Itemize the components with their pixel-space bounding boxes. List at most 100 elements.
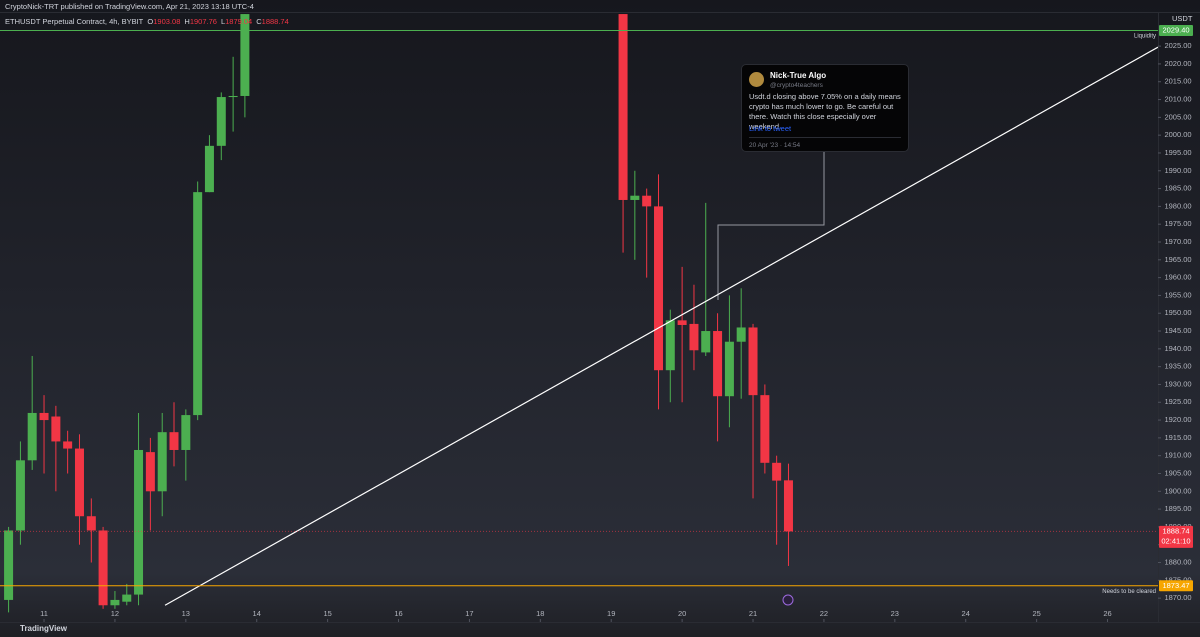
ohlc-value: 1907.76 [189,17,217,26]
event-icon [782,594,794,606]
candle-body [240,14,250,96]
x-tick-label: 19 [607,609,615,618]
candle-body [618,14,628,200]
y-tick-label: 1940.00 [1164,344,1191,353]
candle-body [193,192,203,416]
candle-body [677,320,687,325]
x-tick-label: 13 [182,609,190,618]
y-tick-label: 1900.00 [1164,486,1191,495]
x-tick-label: 23 [891,609,899,618]
y-tick-label: 1880.00 [1164,558,1191,567]
candle-body [665,320,675,371]
y-tick-label: 2005.00 [1164,112,1191,121]
tweet-link[interactable]: Link to tweet [749,124,792,133]
candle-body [783,480,793,532]
candle-body [630,195,640,200]
price-label: 2029.40 [1162,25,1189,34]
y-tick-label: 2010.00 [1164,95,1191,104]
y-tick-label: 2025.00 [1164,41,1191,50]
symbol: ETHUSDT Perpetual Contract, 4h, BYBIT [5,17,144,26]
y-tick-label: 1995.00 [1164,148,1191,157]
candle-body [689,323,699,351]
level-note: Liquidity [1134,34,1156,40]
publisher-line: CryptoNick-TRT published on TradingView.… [5,2,254,11]
ohlc-key: L [220,17,226,26]
candle-body [736,327,746,342]
x-tick-label: 21 [749,609,757,618]
candle-body [654,206,664,371]
ohlc-value: 1903.08 [153,17,181,26]
candle-body [51,416,61,442]
candle-body [39,412,49,421]
y-tick-label: 1980.00 [1164,201,1191,210]
y-tick-label: 1985.00 [1164,184,1191,193]
candle-body [86,516,96,531]
brand[interactable]: TradingView [20,624,67,633]
candle-body [15,460,25,531]
y-tick-label: 1935.00 [1164,362,1191,371]
candle-body [169,432,179,450]
y-tick-label: 1920.00 [1164,415,1191,424]
y-tick-label: 1910.00 [1164,451,1191,460]
tweet-handle: @crypto4teachers [770,82,823,89]
countdown: 02:41:10 [1161,536,1190,545]
candle-body [145,452,155,492]
ohlc-value: 1879.04 [225,17,253,26]
candle-body [98,530,108,606]
price-label: 1888.74 [1162,526,1189,535]
price-label-box [1159,525,1193,548]
tweet-date: 20 Apr '23 · 14:54 [749,142,801,149]
plot-area [4,14,1158,613]
candle-body [122,594,132,602]
tweet-text: Usdt.d closing above 7.05% on a daily me… [749,92,901,131]
ohlc-key: H [184,17,190,26]
x-tick-label: 16 [394,609,402,618]
ohlc-value: 1888.74 [261,17,289,26]
candle-body [760,395,770,463]
price-label-box [1159,580,1193,592]
y-tick-label: 1960.00 [1164,273,1191,282]
x-tick-label: 22 [820,609,828,618]
price-label: 1873.47 [1162,581,1189,590]
y-tick-label: 1925.00 [1164,397,1191,406]
x-tick-label: 18 [536,609,544,618]
y-tick-label: 1945.00 [1164,326,1191,335]
y-tick-label: 1965.00 [1164,255,1191,264]
candle-body [713,331,723,397]
tweet-name: Nick-True Algo [770,71,827,80]
x-tick-label: 26 [1103,609,1111,618]
x-tick-label: 17 [465,609,473,618]
candle-body [772,462,782,481]
candle-body [181,415,191,450]
candle-body [4,530,14,600]
y-tick-label: 2020.00 [1164,59,1191,68]
x-tick-label: 12 [111,609,119,618]
y-tick-label: 1905.00 [1164,468,1191,477]
y-tick-label: 1915.00 [1164,433,1191,442]
y-axis-title: USDT [1172,14,1193,23]
ohlc-key: O [147,17,154,26]
symbol-line: ETHUSDT Perpetual Contract, 4h, BYBIT O1… [5,17,293,26]
candle-body [134,449,144,595]
x-tick-label: 14 [253,609,261,618]
x-tick-label: 11 [40,609,48,618]
candle-body [228,95,238,98]
ohlc: O1903.08 H1907.76 L1879.04 C1888.74 [147,17,292,26]
candle-body [701,331,711,353]
candle-body [63,441,73,449]
candle-body [110,599,120,606]
y-tick-label: 2000.00 [1164,130,1191,139]
x-tick-label: 25 [1032,609,1040,618]
y-tick-label: 1895.00 [1164,504,1191,513]
candle-body [642,195,652,207]
candle-body [27,412,37,461]
y-tick-label: 1970.00 [1164,237,1191,246]
ohlc-key: C [256,17,262,26]
y-tick-label: 2015.00 [1164,77,1191,86]
y-tick-label: 1955.00 [1164,290,1191,299]
avatar [749,72,764,87]
x-tick-label: 15 [323,609,331,618]
y-tick-label: 1990.00 [1164,166,1191,175]
